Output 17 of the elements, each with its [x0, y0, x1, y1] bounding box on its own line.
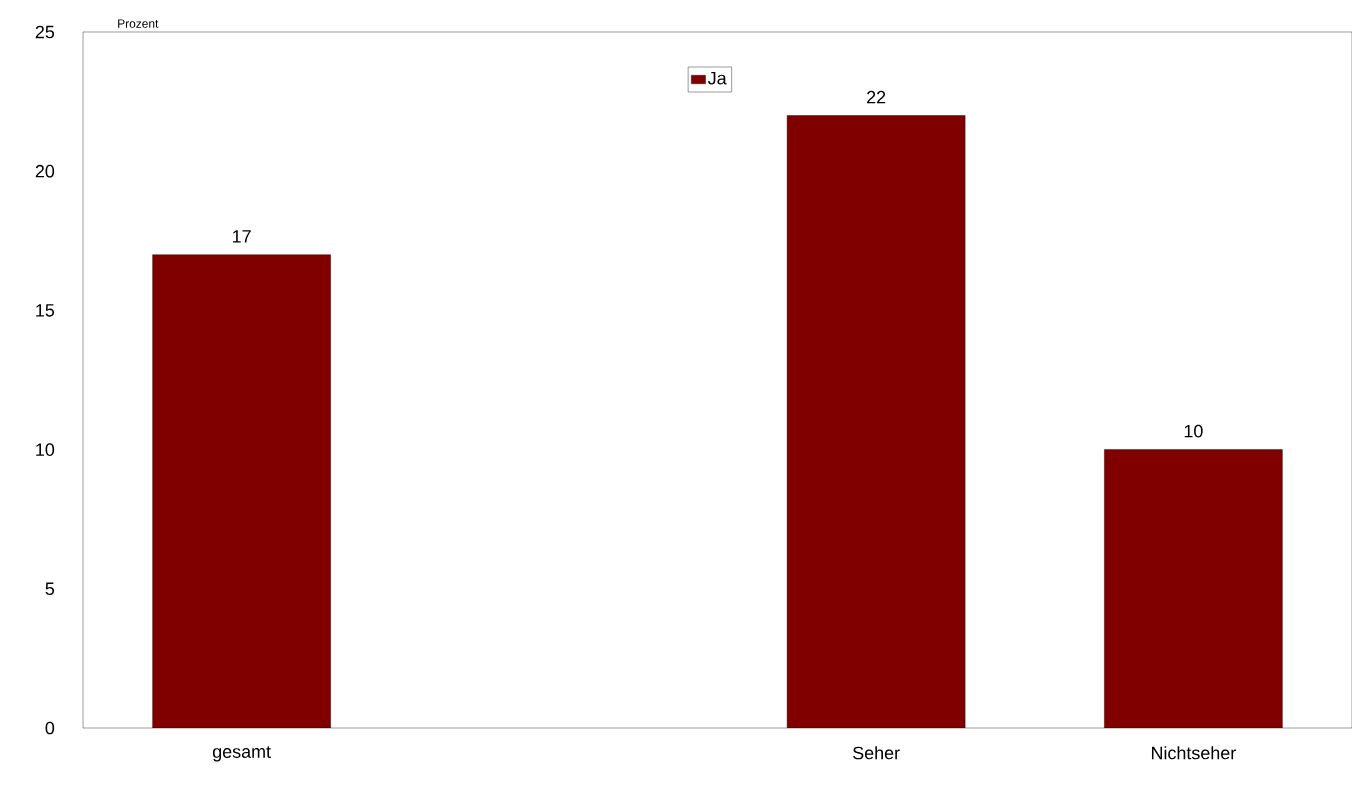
- data-label: 17: [233, 230, 251, 243]
- y-tick-label: 5: [45, 582, 55, 596]
- bar: [152, 254, 331, 728]
- data-label: 10: [1184, 424, 1203, 438]
- y-tick-label: 10: [36, 443, 55, 456]
- legend-label: Ja: [707, 71, 727, 85]
- y-tick-label: 15: [36, 304, 55, 317]
- x-tick-label: Nichtseher: [1151, 746, 1236, 760]
- x-tick-label: gesamt: [212, 746, 271, 762]
- x-tick-label: Seher: [853, 746, 900, 760]
- y-tick-label: 25: [35, 25, 55, 39]
- y-tick-label: 20: [35, 164, 55, 178]
- bar: [1104, 449, 1283, 728]
- data-label: 22: [867, 90, 886, 104]
- bar: [786, 115, 966, 728]
- y-tick-label: 0: [45, 721, 55, 735]
- y-axis-title: Prozent: [118, 19, 159, 28]
